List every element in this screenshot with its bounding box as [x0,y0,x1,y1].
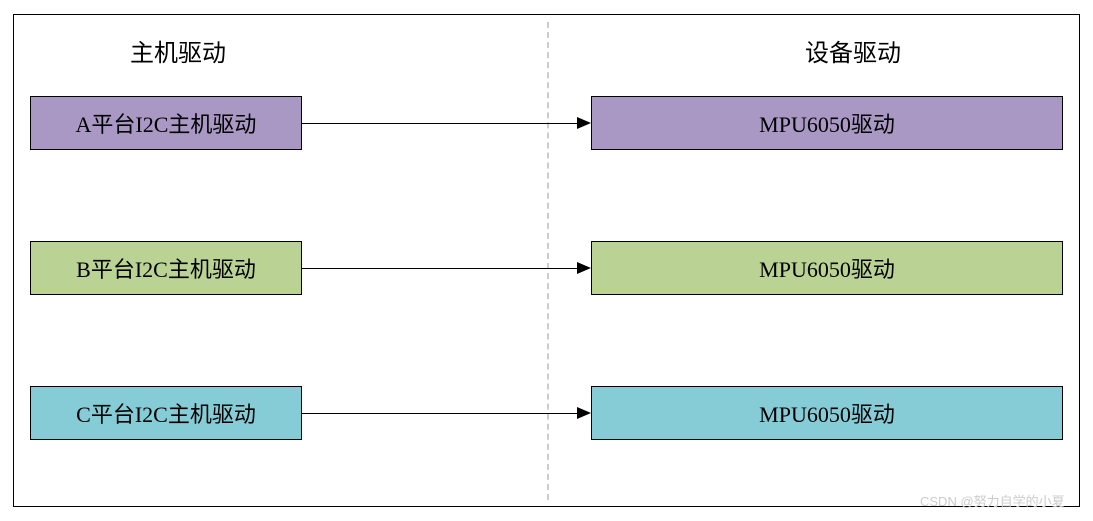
arrow-line-a [302,123,579,124]
box-label: B平台I2C主机驱动 [76,252,256,284]
arrow-head-c [577,407,591,419]
arrow-head-b [577,262,591,274]
box-label: C平台I2C主机驱动 [76,397,256,429]
right-column-header: 设备驱动 [805,33,901,68]
box-label: A平台I2C主机驱动 [76,107,257,139]
platform-b-host-driver-box: B平台I2C主机驱动 [30,241,302,295]
platform-c-host-driver-box: C平台I2C主机驱动 [30,386,302,440]
mpu6050-device-driver-box-a: MPU6050驱动 [591,96,1063,150]
arrow-line-c [302,413,579,414]
mpu6050-device-driver-box-c: MPU6050驱动 [591,386,1063,440]
mpu6050-device-driver-box-b: MPU6050驱动 [591,241,1063,295]
arrow-head-a [577,117,591,129]
watermark-text: CSDN @努力自学的小夏 [920,491,1065,510]
box-label: MPU6050驱动 [759,107,895,139]
box-label: MPU6050驱动 [759,397,895,429]
left-column-header: 主机驱动 [130,33,226,68]
divider-line [547,22,549,500]
platform-a-host-driver-box: A平台I2C主机驱动 [30,96,302,150]
box-label: MPU6050驱动 [759,252,895,284]
arrow-line-b [302,268,579,269]
diagram-container: 主机驱动 设备驱动 A平台I2C主机驱动 MPU6050驱动 B平台I2C主机驱… [0,0,1093,521]
